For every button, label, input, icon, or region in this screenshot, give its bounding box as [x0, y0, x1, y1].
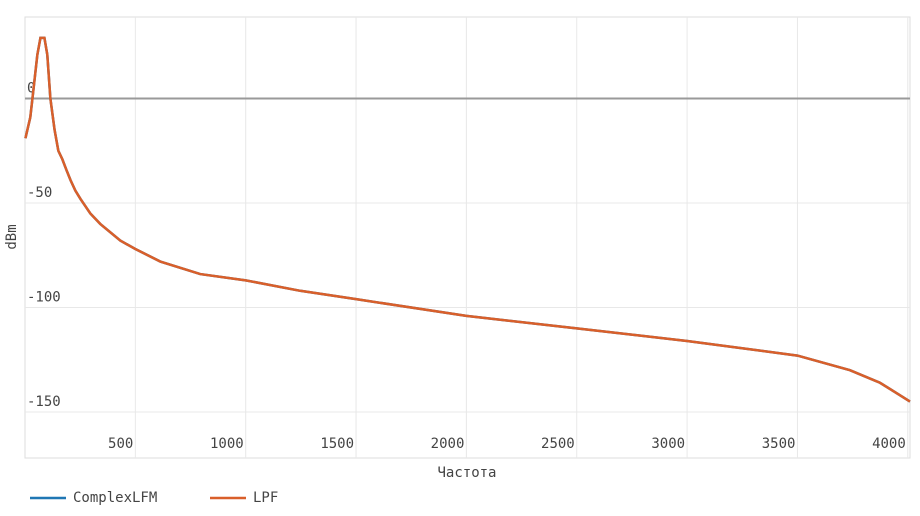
legend-label: LPF [253, 490, 278, 506]
y-axis-label: dBm [4, 224, 20, 249]
x-tick-label: 500 [108, 436, 133, 452]
x-tick-label: 2500 [541, 436, 575, 452]
x-tick-label: 4000 [872, 436, 906, 452]
plot-frame [24, 16, 911, 459]
x-tick-label: 1000 [210, 436, 244, 452]
x-axis-label: Частота [437, 465, 496, 481]
y-tick-label: -150 [27, 394, 61, 410]
y-tick-label: 0 [27, 81, 35, 97]
y-tick-label: -50 [27, 185, 52, 201]
x-tick-label: 1500 [320, 436, 354, 452]
y-tick-label: -100 [27, 290, 61, 306]
x-tick-label: 3500 [762, 436, 796, 452]
series-line [24, 36, 911, 403]
x-tick-label: 3000 [651, 436, 685, 452]
series-line [24, 36, 911, 403]
legend-label: ComplexLFM [73, 490, 157, 506]
x-tick-label: 2000 [431, 436, 465, 452]
